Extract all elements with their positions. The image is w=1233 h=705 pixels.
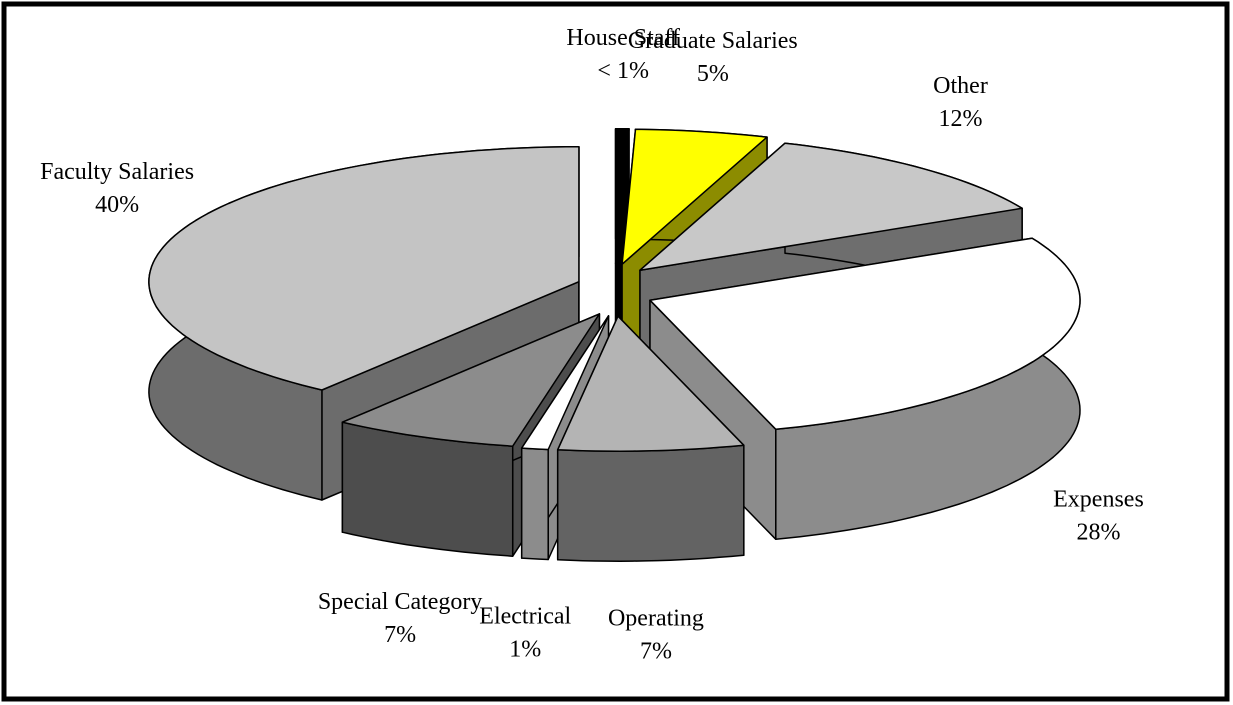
slice-side (556, 444, 745, 562)
slice-top (148, 145, 580, 391)
slice-label: Graduate Salaries (628, 28, 798, 54)
slice-label: House Staff (566, 25, 680, 51)
slice-top (649, 237, 1081, 431)
slice-value-label: 1% (509, 636, 541, 662)
slice-side (520, 447, 549, 561)
slice-value-label: 40% (95, 192, 139, 218)
slice-top (556, 315, 745, 452)
slice-label: Other (933, 73, 988, 99)
slice-label: Electrical (479, 603, 571, 629)
slice-value-label: 7% (640, 639, 672, 665)
slice-value-label: 7% (384, 622, 416, 648)
slice-top (341, 313, 601, 447)
slice-label: Expenses (1053, 486, 1144, 512)
slice-value-label: 5% (697, 61, 729, 87)
slice-label: Special Category (318, 589, 483, 615)
slice-value-label: 12% (939, 106, 983, 132)
slice-label: Operating (608, 606, 704, 632)
slice-top (639, 142, 1023, 271)
slice-value-label: 28% (1076, 519, 1120, 545)
slice (556, 315, 745, 562)
slice-top (621, 128, 768, 265)
slice-label: Faculty Salaries (40, 159, 194, 185)
slice-top (520, 315, 610, 451)
slice-value-label: < 1% (597, 58, 649, 84)
slice-top (614, 128, 630, 265)
